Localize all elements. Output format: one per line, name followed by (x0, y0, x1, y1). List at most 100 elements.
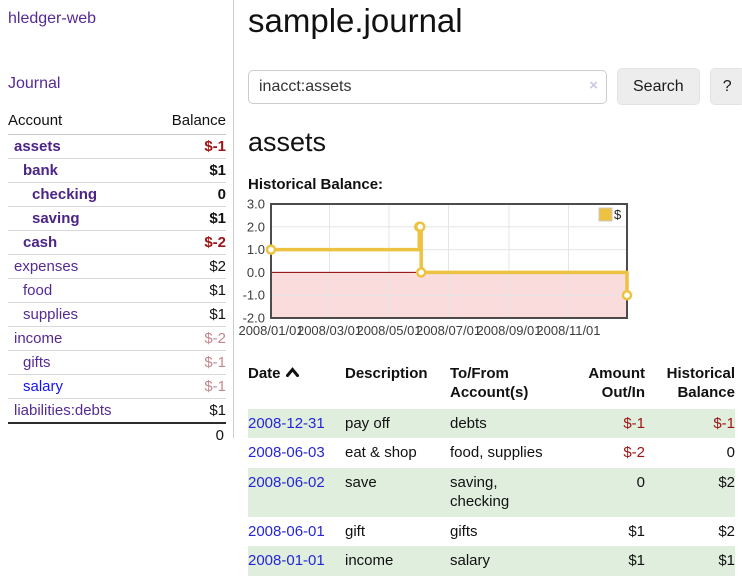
account-balance: $-2 (151, 230, 226, 255)
account-link[interactable]: bank (23, 162, 59, 179)
header-amount: Amount Out/In (588, 365, 645, 401)
account-link[interactable]: checking (32, 186, 98, 203)
transaction-date-link[interactable]: 2008-01-01 (248, 552, 325, 569)
chart-title: Historical Balance: (248, 176, 384, 193)
svg-text:-2.0: -2.0 (243, 311, 265, 326)
transaction-row: 2008-12-31 pay off debts $-1 $-1 (248, 408, 735, 439)
svg-text:2.0: 2.0 (247, 219, 265, 234)
account-row: salary $-1 (8, 374, 226, 399)
transaction-description: save (345, 473, 377, 491)
account-link[interactable]: income (14, 330, 63, 347)
transaction-amount: $-1 (623, 414, 645, 432)
transaction-accounts: food, supplies (450, 444, 543, 461)
transaction-date-cell: 2008-01-01 (248, 546, 345, 576)
account-balance: $1 (151, 302, 226, 327)
transaction-description: eat & shop (345, 444, 417, 461)
transaction-balance: $2 (718, 522, 735, 540)
historical-balance-chart: $3.0 2.0 1.0 0.0 -1.0 -2.0 2008/01/01 2008/03/0… (238, 197, 742, 342)
transaction-date-link[interactable]: 2008-12-31 (248, 414, 325, 432)
account-balance: $-1 (151, 350, 226, 375)
header-balance: Historical Balance (666, 365, 735, 401)
transaction-balance: $-1 (713, 414, 735, 432)
transactions-table: Date Description To/From Account(s) Amou… (248, 363, 735, 576)
clear-search-icon[interactable]: × (589, 76, 598, 94)
transaction-balance: 0 (726, 444, 735, 461)
account-link[interactable]: assets (14, 138, 61, 155)
account-link[interactable]: liabilities:debts (14, 402, 112, 419)
svg-text:2008/07/01: 2008/07/01 (416, 323, 481, 338)
svg-text:$: $ (614, 207, 622, 222)
accounts-table: Account Balance assets $-1 bank $1 check… (8, 109, 226, 447)
account-balance: $-2 (151, 326, 226, 351)
transaction-row: 2008-06-03 eat & shop food, supplies $-2… (248, 438, 735, 468)
account-link[interactable]: gifts (23, 354, 51, 371)
transaction-amount: $1 (628, 522, 645, 540)
transaction-date-link[interactable]: 2008-06-01 (248, 522, 325, 540)
svg-text:2008/11/01: 2008/11/01 (536, 323, 600, 338)
account-page-title: assets (248, 127, 327, 157)
account-balance: $2 (151, 254, 226, 279)
account-row: assets $-1 (8, 134, 226, 159)
main-content: sample.journal × Search ? assets Histori… (234, 0, 742, 582)
account-balance: $1 (151, 398, 226, 424)
svg-text:2008/03/01: 2008/03/01 (297, 323, 362, 338)
account-link[interactable]: expenses (14, 258, 79, 275)
transaction-date-cell: 2008-12-31 (248, 409, 345, 439)
account-link[interactable]: supplies (23, 306, 79, 323)
header-description: Description (345, 365, 428, 382)
account-row: bank $1 (8, 158, 226, 183)
account-row: checking 0 (8, 182, 226, 207)
transaction-date-link[interactable]: 2008-06-02 (248, 473, 325, 491)
transaction-amount: 0 (636, 473, 645, 491)
page-title: sample.journal (248, 2, 463, 39)
account-link[interactable]: cash (23, 234, 58, 251)
search-bar: × Search ? (248, 68, 742, 105)
svg-text:2008/05/01: 2008/05/01 (356, 323, 421, 338)
transaction-date-link[interactable]: 2008-06-03 (248, 444, 325, 461)
account-balance: $-1 (151, 134, 226, 159)
transaction-description: gift (345, 522, 366, 540)
balance-chart-svg: $3.0 2.0 1.0 0.0 -1.0 -2.02008/01/012008/03/0… (238, 197, 633, 338)
account-link[interactable]: saving (32, 210, 80, 227)
svg-text:0.0: 0.0 (247, 265, 265, 280)
account-balance: $1 (151, 158, 226, 183)
app-brand: hledger-web (8, 10, 97, 27)
sort-ascending-icon (285, 367, 299, 377)
sidebar-item-journal[interactable]: Journal (8, 75, 61, 92)
transaction-description: pay off (345, 414, 390, 432)
account-balance: 0 (151, 182, 226, 207)
transaction-row: 2008-06-01 gift gifts $1 $2 (248, 517, 735, 547)
account-balance: $1 (151, 278, 226, 303)
transaction-row: 2008-06-02 save saving, checking 0 $2 (248, 467, 735, 517)
sidebar: hledger-web Journal Account Balance asse… (0, 0, 234, 582)
header-date[interactable]: Date (248, 363, 345, 409)
accounts-total-row: 0 (8, 422, 226, 447)
transaction-date-cell: 2008-06-01 (248, 517, 345, 547)
account-row: cash $-2 (8, 230, 226, 255)
transaction-balance: $1 (718, 552, 735, 569)
transaction-date-cell: 2008-06-03 (248, 438, 345, 468)
account-row: saving $1 (8, 206, 226, 231)
search-input[interactable] (248, 69, 607, 104)
transaction-amount: $1 (628, 552, 645, 569)
account-row: expenses $2 (8, 254, 226, 279)
transaction-accounts: debts (450, 414, 487, 432)
accounts-header-balance: Balance (151, 109, 226, 135)
svg-text:2008/09/01: 2008/09/01 (476, 323, 541, 338)
svg-text:3.0: 3.0 (247, 197, 265, 212)
account-link[interactable]: food (23, 282, 53, 299)
accounts-header-account: Account (8, 109, 152, 135)
account-link[interactable]: salary (23, 378, 64, 395)
account-row: gifts $-1 (8, 350, 226, 375)
transaction-amount: $-2 (623, 444, 645, 461)
transaction-accounts: gifts (450, 522, 478, 540)
transaction-description: income (345, 552, 394, 569)
account-row: supplies $1 (8, 302, 226, 327)
search-input-wrap: × (248, 69, 607, 104)
transaction-accounts: saving, checking (450, 473, 510, 511)
help-button[interactable]: ? (709, 68, 742, 105)
transaction-row: 2008-01-01 income salary $1 $1 (248, 546, 735, 576)
search-button[interactable]: Search (617, 68, 700, 105)
transaction-accounts: salary (450, 552, 491, 569)
